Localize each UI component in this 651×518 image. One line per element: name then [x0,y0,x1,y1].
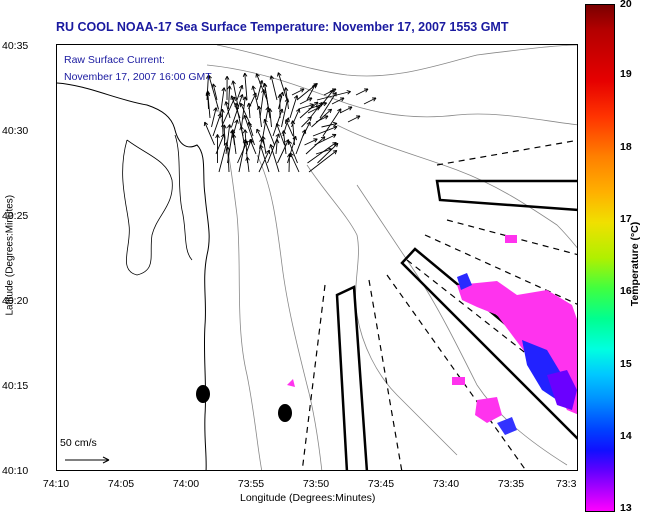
survey-box-diagonal [400,247,577,440]
scale-arrow [65,456,110,464]
xtick-3: 74:00 [172,478,200,490]
temperature-colorbar [585,4,615,512]
isobath-5 [306,164,458,456]
ytick-3: 40:25 [2,210,29,222]
cbar-tick-2: 19 [620,68,632,80]
cbar-tick-3: 18 [620,141,632,153]
xtick-5: 73:50 [302,478,330,490]
cbar-tick-5: 16 [620,285,632,297]
ytick-1: 40:35 [2,40,29,52]
xtick-2: 74:05 [107,478,135,490]
station-dot-2 [278,404,292,422]
y-axis-label: Latitude (Degrees:Minutes) [4,194,16,316]
survey-box-north [435,179,577,212]
cbar-tick-1: 20 [620,0,632,10]
cbar-tick-7: 14 [620,430,632,442]
inner-shore [174,134,193,261]
current-label: Raw Surface Current: November 17, 2007 1… [64,52,212,86]
xtick-8: 73:35 [497,478,525,490]
current-vectors [203,72,377,173]
colorbar-label: Temperature (°C) [629,221,641,307]
cbar-tick-4: 17 [620,213,632,225]
station-dot-1 [196,385,210,403]
isobath-6 [336,124,577,249]
x-axis-label: Longitude (Degrees:Minutes) [240,492,376,504]
current-label-line2: November 17, 2007 16:00 GMT [64,71,212,83]
xtick-1: 74:10 [42,478,70,490]
current-label-line1: Raw Surface Current: [64,54,165,66]
ytick-2: 40:30 [2,125,29,137]
coastline [57,82,210,470]
ytick-6: 40:10 [2,465,29,477]
map-plot[interactable] [56,44,578,471]
ytick-4: 40:20 [2,295,29,307]
map-canvas [57,45,577,470]
sst-patches [287,235,577,435]
ytick-5: 40:15 [2,380,29,392]
xtick-6: 73:45 [367,478,395,490]
isobath-4 [256,154,323,470]
xtick-4: 73:55 [237,478,265,490]
xtick-7: 73:40 [432,478,460,490]
cbar-tick-8: 13 [620,502,632,514]
survey-box-south [335,285,369,470]
isobath-3 [216,104,263,470]
isobath-1 [206,64,577,126]
cbar-tick-6: 15 [620,358,632,370]
bay-outline [122,139,173,276]
isobath-2 [216,45,577,77]
scale-label: 50 cm/s [60,437,97,449]
xtick-9: 73:3 [556,478,577,490]
map-title: RU COOL NOAA-17 Sea Surface Temperature:… [56,20,509,34]
